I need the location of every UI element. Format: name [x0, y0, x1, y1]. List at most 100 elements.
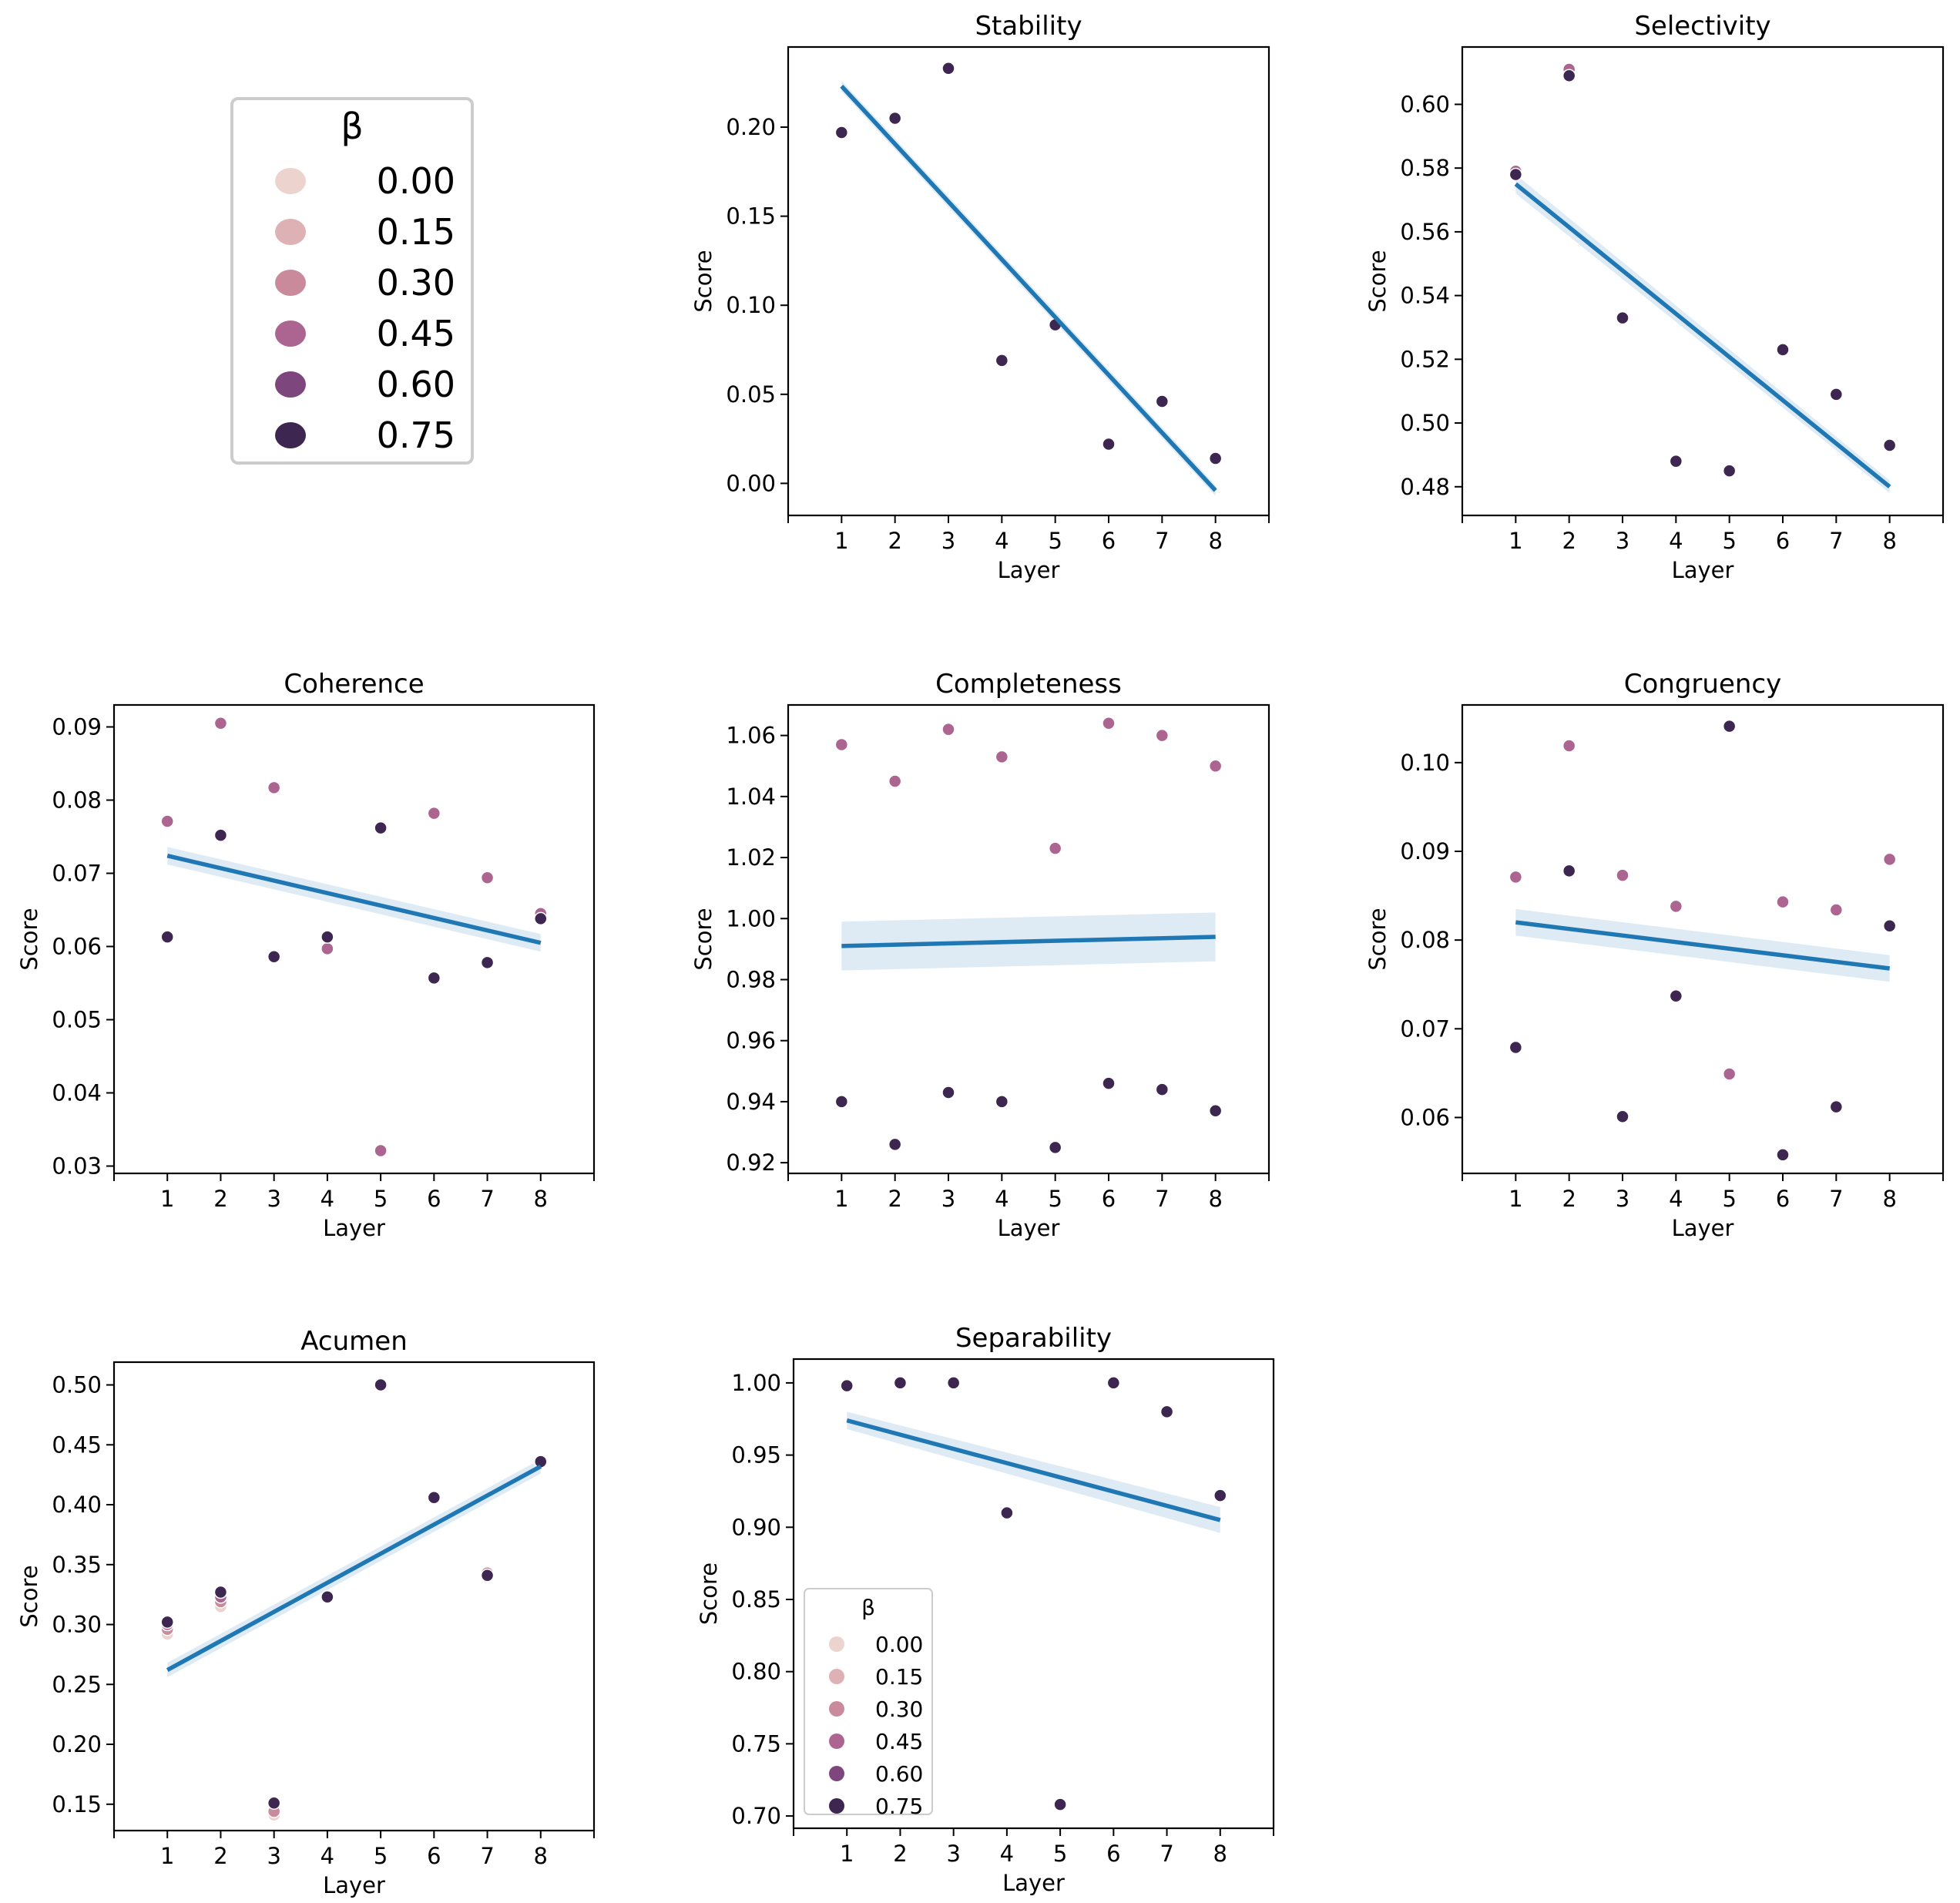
congruency-point — [1616, 868, 1629, 882]
acumen-ytick-label: 0.45 — [52, 1431, 102, 1458]
completeness-ytick-label: 1.04 — [726, 784, 776, 810]
stability-xlabel: Layer — [998, 557, 1060, 583]
selectivity-point — [1669, 454, 1683, 468]
acumen-point — [160, 1615, 174, 1629]
separability-ytick-label: 0.95 — [731, 1442, 781, 1468]
completeness-point — [941, 1086, 955, 1099]
separability-legend-marker-0.75 — [829, 1798, 844, 1814]
legend-marker-0.30 — [275, 270, 306, 296]
coherence-xtick-label: 4 — [321, 1186, 334, 1212]
acumen-xtick-label: 8 — [534, 1843, 548, 1869]
completeness-point — [1155, 1082, 1170, 1096]
selectivity-ytick-label: 0.60 — [1400, 91, 1450, 117]
selectivity-point — [1562, 69, 1576, 82]
stability-xtick-label: 3 — [941, 528, 955, 554]
stability-point — [1155, 394, 1170, 408]
completeness-point — [1208, 759, 1223, 773]
legend-label-0.30: 0.30 — [377, 262, 455, 304]
separability-point — [1053, 1797, 1067, 1811]
selectivity-point — [1829, 388, 1844, 401]
congruency-xtick-label: 3 — [1616, 1186, 1629, 1212]
separability-axes-frame — [792, 1358, 1275, 1830]
stability-xtick-label: 5 — [1048, 528, 1062, 554]
separability-legend-marker-0.60 — [829, 1766, 844, 1781]
stability-xtick-label: 6 — [1102, 528, 1116, 554]
stability-ytick-label: 0.00 — [726, 470, 776, 496]
separability-ytick-label: 0.80 — [731, 1659, 781, 1685]
congruency-xtick-label: 2 — [1562, 1186, 1576, 1212]
congruency-point — [1722, 1067, 1737, 1081]
main-legend-items: 0.00 0.15 0.30 0.45 0.60 0.75 — [275, 160, 455, 456]
stability-point — [834, 126, 849, 139]
completeness-ytick-label: 1.00 — [726, 905, 776, 931]
coherence-point — [267, 950, 281, 964]
separability-legend-label-0.75: 0.75 — [875, 1794, 923, 1819]
selectivity-point — [1509, 167, 1523, 182]
completeness-point — [1048, 841, 1062, 855]
completeness-chart: Completeness 1 2 3 4 5 6 7 8 0.92 0.94 0.96 0.98 1.00… — [690, 669, 1270, 1241]
coherence-point — [160, 814, 174, 828]
acumen-axes-frame — [112, 1361, 596, 1832]
coherence-point — [480, 955, 495, 970]
acumen-chart: Acumen 1 2 3 4 5 6 7 8 0.15 0.20 0.25 0.30 0.35 0.40 0.… — [16, 1326, 596, 1898]
acumen-xtick-label: 4 — [321, 1843, 334, 1869]
acumen-xtick-label: 7 — [480, 1843, 494, 1869]
completeness-point — [995, 1095, 1009, 1109]
legend-marker-0.15 — [275, 219, 306, 245]
acumen-xlabel: Layer — [323, 1872, 385, 1898]
legend-label-0.00: 0.00 — [377, 160, 455, 202]
separability-ylabel: Score — [696, 1562, 722, 1625]
congruency-ytick-label: 0.10 — [1400, 750, 1450, 776]
congruency-point — [1562, 864, 1576, 878]
congruency-point — [1776, 1148, 1790, 1162]
completeness-point — [888, 774, 902, 788]
chart-panels: Stability 1 2 3 4 5 6 7 8 0.00 0.05 0.10 0.15 0.20 Lay… — [16, 11, 1945, 1898]
selectivity-point — [1722, 464, 1737, 478]
completeness-title: Completeness — [935, 669, 1122, 700]
congruency-ytick-label: 0.07 — [1400, 1015, 1450, 1042]
completeness-ylabel: Score — [690, 908, 717, 970]
congruency-point — [1882, 918, 1897, 933]
stability-xtick-label: 7 — [1155, 528, 1169, 554]
completeness-ytick-label: 0.94 — [726, 1089, 776, 1115]
coherence-xtick-label: 7 — [480, 1186, 494, 1212]
completeness-ytick-label: 1.02 — [726, 844, 776, 871]
congruency-xtick-label: 7 — [1829, 1186, 1843, 1212]
acumen-title: Acumen — [300, 1326, 408, 1357]
stability-chart: Stability 1 2 3 4 5 6 7 8 0.00 0.05 0.10 0.15 0.20 Lay… — [690, 11, 1270, 583]
separability-xtick-label: 2 — [893, 1841, 907, 1867]
congruency-xtick-label: 6 — [1776, 1186, 1790, 1212]
selectivity-point — [1776, 343, 1790, 357]
coherence-ytick-label: 0.03 — [52, 1153, 102, 1180]
coherence-point — [213, 717, 228, 730]
stability-point — [995, 354, 1009, 368]
separability-point — [1213, 1489, 1227, 1502]
acumen-xtick-label: 5 — [374, 1843, 388, 1869]
separability-legend-title: β — [861, 1595, 875, 1620]
acumen-xtick-label: 6 — [427, 1843, 441, 1869]
congruency-axes-frame — [1461, 703, 1945, 1175]
separability-ytick-label: 0.85 — [731, 1586, 781, 1613]
separability-legend-marker-0.00 — [829, 1636, 844, 1652]
completeness-point — [888, 1137, 902, 1152]
separability-title: Separability — [955, 1323, 1112, 1354]
selectivity-chart: Selectivity 1 2 3 4 5 6 7 8 0.48 0.50 0.52 0.54 0.56 0… — [1364, 11, 1945, 583]
separability-chart: Separability 1 2 3 4 5 6 7 8 0.70 0.75 0.80 0.85 0.90… — [696, 1323, 1275, 1896]
legend-marker-0.60 — [275, 371, 306, 398]
completeness-point — [995, 750, 1009, 764]
stability-ytick-label: 0.10 — [726, 292, 776, 318]
selectivity-axes-frame — [1461, 45, 1945, 517]
selectivity-ytick-label: 0.58 — [1400, 155, 1450, 181]
coherence-ytick-label: 0.09 — [52, 714, 102, 740]
selectivity-xtick-label: 2 — [1562, 528, 1576, 554]
congruency-xlabel: Layer — [1672, 1215, 1734, 1241]
separability-xtick-label: 8 — [1213, 1841, 1227, 1867]
selectivity-xtick-label: 7 — [1829, 528, 1843, 554]
selectivity-title: Selectivity — [1634, 11, 1770, 42]
completeness-point — [834, 1095, 849, 1109]
separability-fit-line — [846, 1418, 1221, 1522]
main-legend-title: β — [341, 106, 363, 147]
selectivity-ytick-label: 0.50 — [1400, 410, 1450, 436]
